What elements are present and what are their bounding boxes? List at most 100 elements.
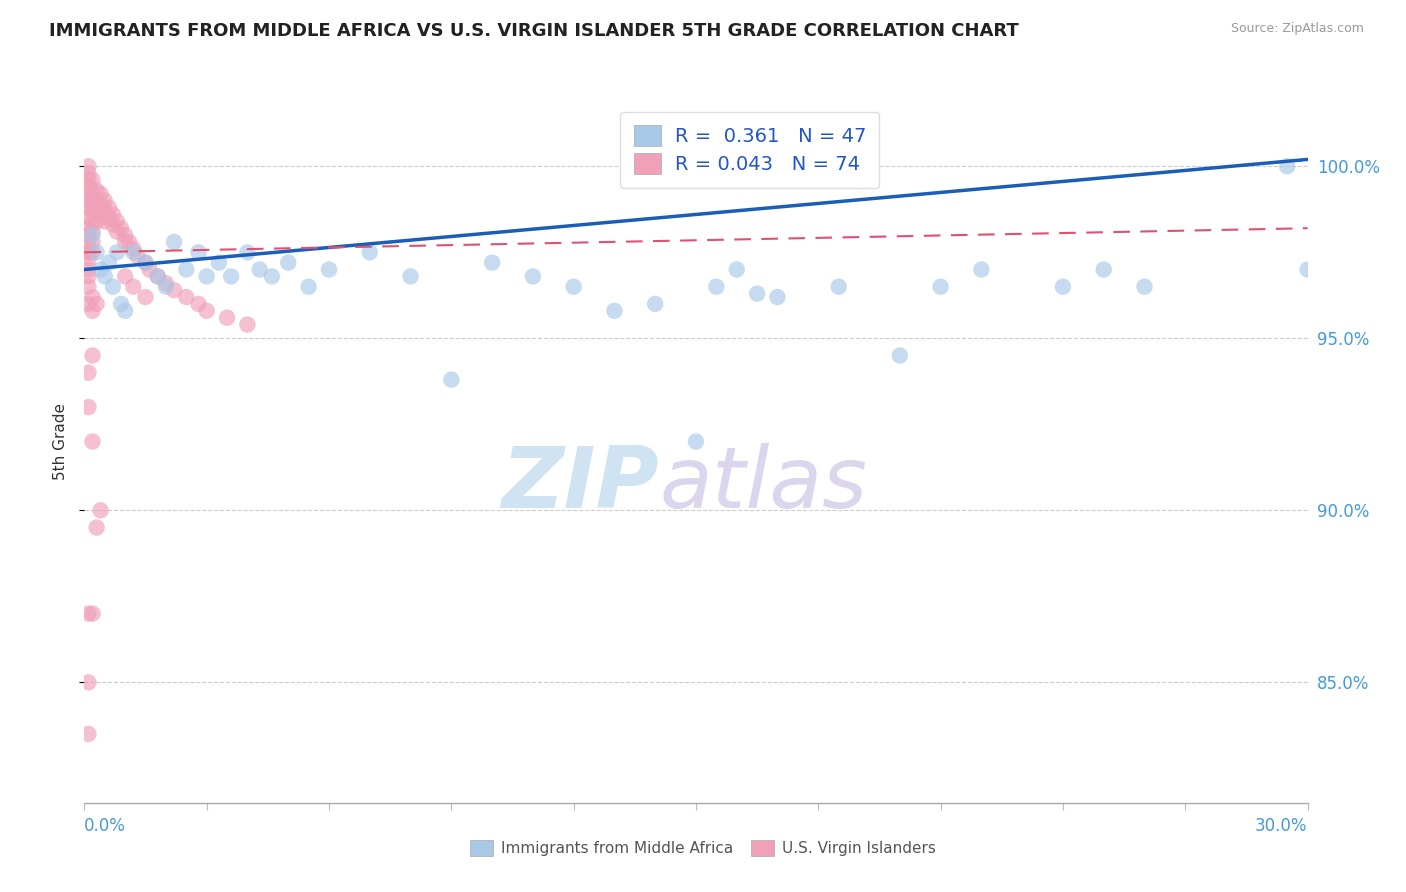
Point — [135, 255, 157, 269]
Point — [481, 255, 503, 269]
Point — [77, 221, 100, 235]
Point — [82, 214, 104, 228]
Point — [260, 269, 283, 284]
Point — [146, 269, 169, 284]
Point — [1092, 262, 1115, 277]
Text: ZIP: ZIP — [502, 443, 659, 526]
Point — [77, 228, 100, 243]
Point — [77, 166, 100, 180]
Point — [187, 297, 209, 311]
Point — [86, 520, 108, 534]
Point — [82, 183, 104, 197]
Point — [77, 607, 100, 621]
Point — [685, 434, 707, 449]
Point — [195, 303, 218, 318]
Point — [1296, 262, 1319, 277]
Point — [86, 183, 108, 197]
Point — [77, 180, 100, 194]
Point — [86, 245, 108, 260]
Point — [138, 262, 160, 277]
Point — [155, 279, 177, 293]
Point — [105, 214, 128, 228]
Point — [929, 279, 952, 293]
Text: Source: ZipAtlas.com: Source: ZipAtlas.com — [1230, 22, 1364, 36]
Point — [86, 194, 108, 208]
Point — [93, 194, 115, 208]
Point — [747, 286, 769, 301]
Point — [174, 262, 197, 277]
Point — [277, 255, 299, 269]
Legend: Immigrants from Middle Africa, U.S. Virgin Islanders: Immigrants from Middle Africa, U.S. Virg… — [464, 834, 942, 862]
Point — [644, 297, 666, 311]
Point — [86, 214, 108, 228]
Point — [101, 207, 124, 221]
Point — [97, 255, 120, 269]
Point — [122, 242, 145, 256]
Text: IMMIGRANTS FROM MIDDLE AFRICA VS U.S. VIRGIN ISLANDER 5TH GRADE CORRELATION CHAR: IMMIGRANTS FROM MIDDLE AFRICA VS U.S. VI… — [49, 22, 1019, 40]
Point — [105, 225, 128, 239]
Point — [77, 245, 100, 260]
Point — [90, 207, 112, 221]
Point — [93, 204, 115, 219]
Point — [114, 269, 136, 284]
Point — [101, 218, 124, 232]
Point — [77, 727, 100, 741]
Point — [249, 262, 271, 277]
Point — [77, 366, 100, 380]
Point — [77, 252, 100, 267]
Point — [105, 245, 128, 260]
Point — [77, 194, 100, 208]
Point — [82, 434, 104, 449]
Point — [706, 279, 728, 293]
Point — [1277, 159, 1299, 173]
Point — [86, 297, 108, 311]
Point — [1052, 279, 1074, 293]
Point — [163, 235, 186, 249]
Point — [1133, 279, 1156, 293]
Point — [77, 245, 100, 260]
Point — [77, 675, 100, 690]
Point — [77, 173, 100, 187]
Point — [114, 228, 136, 243]
Point — [187, 245, 209, 260]
Point — [77, 211, 100, 225]
Text: 30.0%: 30.0% — [1256, 816, 1308, 835]
Point — [82, 194, 104, 208]
Point — [82, 228, 104, 243]
Point — [146, 269, 169, 284]
Point — [82, 290, 104, 304]
Point — [828, 279, 851, 293]
Point — [118, 235, 141, 249]
Point — [522, 269, 544, 284]
Point — [77, 279, 100, 293]
Point — [298, 279, 321, 293]
Point — [725, 262, 748, 277]
Point — [90, 197, 112, 211]
Point — [163, 283, 186, 297]
Point — [122, 245, 145, 260]
Point — [82, 173, 104, 187]
Text: 0.0%: 0.0% — [84, 816, 127, 835]
Point — [110, 297, 132, 311]
Point — [155, 277, 177, 291]
Point — [82, 204, 104, 219]
Point — [122, 279, 145, 293]
Point — [114, 235, 136, 249]
Point — [97, 201, 120, 215]
Point — [766, 290, 789, 304]
Point — [77, 201, 100, 215]
Point — [82, 225, 104, 239]
Point — [127, 249, 149, 263]
Point — [82, 235, 104, 249]
Point — [90, 186, 112, 201]
Point — [135, 255, 157, 269]
Point — [82, 349, 104, 363]
Point — [82, 607, 104, 621]
Point — [82, 245, 104, 260]
Point — [77, 159, 100, 173]
Point — [236, 318, 259, 332]
Point — [77, 269, 100, 284]
Point — [174, 290, 197, 304]
Point — [562, 279, 585, 293]
Point — [77, 235, 100, 249]
